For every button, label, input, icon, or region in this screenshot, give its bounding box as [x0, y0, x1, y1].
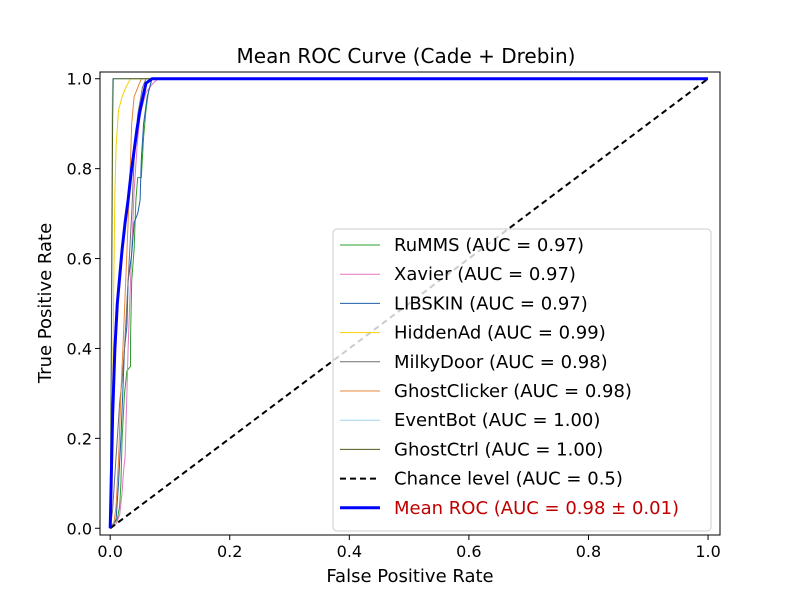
series-line-9 — [108, 77, 708, 529]
legend-label-2: LIBSKIN (AUC = 0.97) — [394, 293, 588, 314]
series-line-0 — [109, 78, 708, 529]
x-tick-label: 0.6 — [456, 542, 481, 561]
legend-label-5: GhostClicker (AUC = 0.98) — [394, 381, 632, 402]
series-line-1 — [109, 78, 708, 529]
y-tick-label: 0.6 — [67, 250, 92, 269]
plot-frame — [99, 71, 721, 536]
y-tick-label: 1.0 — [67, 70, 92, 89]
y-axis-label: True Positive Rate — [35, 223, 56, 384]
legend: RuMMS (AUC = 0.97) Xavier (AUC = 0.97) LIB… — [332, 228, 712, 532]
legend-label-0: RuMMS (AUC = 0.97) — [394, 235, 584, 256]
y-tick-label: 0.2 — [67, 429, 92, 448]
series-line-2 — [109, 78, 708, 529]
y-tick-label: 0.8 — [67, 160, 92, 179]
legend-label-6: EventBot (AUC = 1.00) — [394, 410, 600, 431]
x-tick-label: 0.4 — [337, 542, 362, 561]
x-tick-label: 1.0 — [695, 542, 720, 561]
legend-label-7: GhostCtrl (AUC = 1.00) — [394, 439, 603, 460]
series-line-4 — [109, 78, 708, 529]
legend-label-9: Mean ROC (AUC = 0.98 ± 0.01) — [394, 498, 679, 519]
y-tick-label: 0.4 — [67, 339, 92, 358]
plot-lines — [108, 77, 709, 530]
legend-label-4: MilkyDoor (AUC = 0.98) — [394, 352, 608, 373]
x-tick-label: 0.2 — [217, 542, 242, 561]
series-line-5 — [109, 78, 708, 529]
legend-label-1: Xavier (AUC = 0.97) — [394, 264, 576, 285]
x-tick-label: 0.8 — [576, 542, 601, 561]
legend-label-8: Chance level (AUC = 0.5) — [394, 469, 623, 490]
x-axis-label: False Positive Rate — [326, 566, 493, 587]
x-tick-label: 0.0 — [97, 542, 122, 561]
chart-title: Mean ROC Curve (Cade + Drebin) — [237, 44, 576, 68]
y-tick-label: 0.0 — [67, 519, 92, 538]
axis-ticks: 0.0 0.2 0.4 0.6 0.8 1.0 0.0 0.2 0.4 0.6 0.8 1.0 — [67, 70, 721, 561]
legend-label-3: HiddenAd (AUC = 0.99) — [394, 323, 606, 344]
legend-box — [332, 228, 712, 532]
